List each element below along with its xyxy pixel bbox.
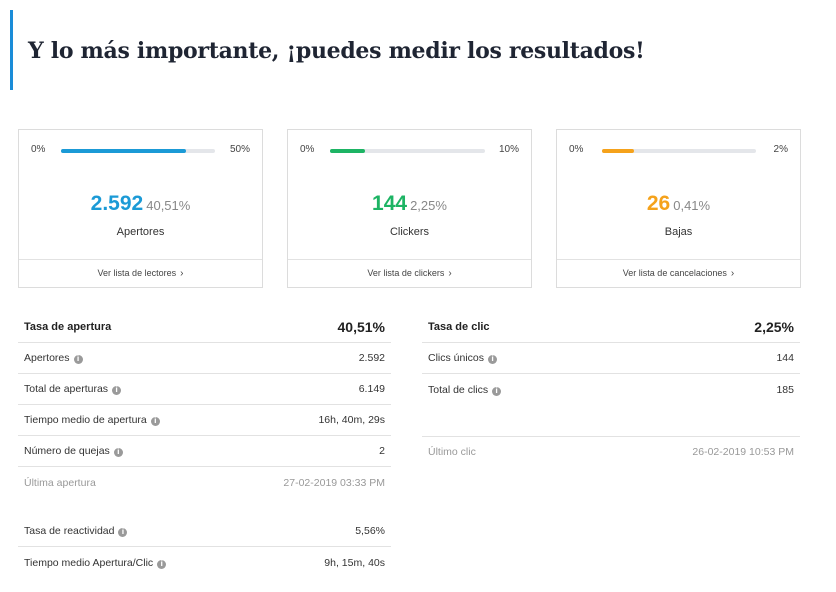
info-icon[interactable]: i <box>73 355 83 364</box>
stat-value: 5,56% <box>355 525 385 537</box>
metric-percent: 40,51% <box>146 198 191 213</box>
progress-fill <box>330 149 365 153</box>
card-bajas: 0% 2% 26 0,41% Bajas Ver lista de cancela… <box>556 129 801 288</box>
stat-value: 40,51% <box>337 319 385 335</box>
view-list-link[interactable]: Ver lista de clickers › <box>288 259 531 287</box>
stat-value: 2 <box>379 445 385 457</box>
link-label: Ver lista de lectores <box>97 268 177 278</box>
stat-value: 6.149 <box>358 383 385 395</box>
stat-label: Clics únicos <box>428 352 485 364</box>
metric-label: Apertores <box>116 226 165 238</box>
scale-min: 0% <box>300 144 315 155</box>
stat-value: 16h, 40m, 29s <box>318 414 385 426</box>
metric-percent: 2,25% <box>410 198 447 213</box>
scale-min: 0% <box>569 144 584 155</box>
card-clickers: 0% 10% 144 2,25% Clickers Ver lista de cl… <box>287 129 532 288</box>
link-label: Ver lista de clickers <box>367 268 445 278</box>
stat-row: Tasa de reactividad i 5,56% <box>18 516 391 547</box>
progress-fill <box>602 149 634 153</box>
headline-accent-bar <box>10 10 13 90</box>
chevron-right-icon: › <box>180 268 184 279</box>
info-icon[interactable]: i <box>492 386 502 396</box>
stat-row-header: Tasa de clic 2,25% <box>422 312 800 343</box>
metric-label: Bajas <box>664 226 693 238</box>
stat-label: Apertores <box>24 352 70 364</box>
metric-percent: 0,41% <box>673 198 711 213</box>
info-icon[interactable]: i <box>157 559 167 569</box>
stat-row: Tiempo medio de apertura i 16h, 40m, 29s <box>18 405 391 436</box>
view-list-link[interactable]: Ver lista de cancelaciones › <box>557 259 800 287</box>
stat-value: 26-02-2019 10:53 PM <box>692 446 794 458</box>
progress-track <box>61 149 215 153</box>
scale-min: 0% <box>31 144 46 155</box>
scale-max: 50% <box>229 144 250 155</box>
stat-row: Clics únicos i 144 <box>422 343 800 374</box>
view-list-link[interactable]: Ver lista de lectores › <box>19 259 262 287</box>
progress-scale: 0% 50% <box>31 144 250 158</box>
stat-value: 2.592 <box>358 352 385 364</box>
stat-row-last-click: Último clic 26-02-2019 10:53 PM <box>422 436 800 467</box>
stat-row: Total de aperturas i 6.149 <box>18 374 391 405</box>
stat-label: Tasa de clic <box>428 321 490 333</box>
card-apertores: 0% 50% 2.592 40,51% Apertores Ver lista d… <box>18 129 263 288</box>
info-icon[interactable]: i <box>113 448 123 457</box>
stat-row: Tiempo medio Apertura/Clic i 9h, 15m, 40s <box>18 547 391 578</box>
link-label: Ver lista de cancelaciones <box>622 268 727 278</box>
stat-row: Total de clics i 185 <box>422 374 800 405</box>
card-metric: 26 0,41% <box>557 192 800 216</box>
stat-row: Número de quejas i 2 <box>18 436 391 467</box>
info-icon[interactable]: i <box>112 386 122 395</box>
stat-label: Último clic <box>428 446 476 458</box>
stat-value: 144 <box>776 352 794 364</box>
stat-row-header: Tasa de apertura 40,51% <box>18 312 391 343</box>
metric-value: 2.592 <box>90 192 144 215</box>
chevron-right-icon: › <box>448 268 452 279</box>
stat-label: Número de quejas <box>24 445 110 457</box>
stat-value: 185 <box>776 383 794 396</box>
progress-track <box>602 149 756 153</box>
stat-value: 9h, 15m, 40s <box>324 556 385 569</box>
progress-fill <box>61 149 186 153</box>
stat-label: Tiempo medio Apertura/Clic <box>24 556 154 569</box>
stat-label: Tiempo medio de apertura <box>24 414 147 426</box>
stat-row-last-open: Última apertura 27-02-2019 03:33 PM <box>18 467 391 498</box>
stat-label: Tasa de apertura <box>24 321 112 333</box>
scale-max: 2% <box>773 144 788 155</box>
metric-value: 144 <box>372 192 408 215</box>
metric-label: Clickers <box>389 226 430 238</box>
stat-row: Apertores i 2.592 <box>18 343 391 374</box>
stat-value: 2,25% <box>754 319 794 335</box>
stat-label: Tasa de reactividad <box>24 525 115 537</box>
scale-max: 10% <box>498 144 519 155</box>
stat-value: 27-02-2019 03:33 PM <box>283 476 385 489</box>
metric-value: 26 <box>646 192 671 215</box>
card-metric: 144 2,25% <box>288 192 531 216</box>
stat-label: Total de aperturas <box>24 383 109 395</box>
stat-label: Última apertura <box>24 476 96 489</box>
stat-label: Total de clics <box>428 383 489 396</box>
info-icon[interactable]: i <box>150 417 160 426</box>
info-icon[interactable]: i <box>118 528 128 537</box>
page-title: Y lo más importante, ¡puedes medir los r… <box>28 38 645 64</box>
progress-track <box>330 149 485 153</box>
progress-scale: 0% 2% <box>569 144 788 158</box>
card-metric: 2.592 40,51% <box>19 192 262 216</box>
chevron-right-icon: › <box>730 268 735 279</box>
progress-scale: 0% 10% <box>300 144 519 158</box>
info-icon[interactable]: i <box>488 355 498 364</box>
